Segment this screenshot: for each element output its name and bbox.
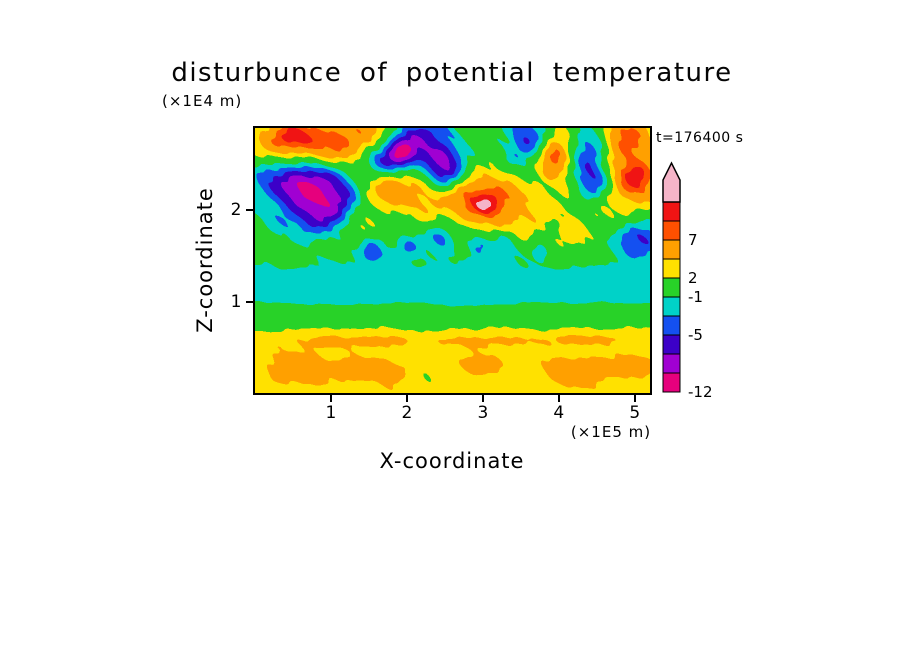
colorbar-segment [662, 353, 681, 374]
colorbar-label: -1 [688, 288, 703, 306]
x-axis-title: X-coordinate [379, 449, 525, 473]
colorbar-label: -5 [688, 326, 703, 344]
colorbar-label: 2 [688, 269, 698, 287]
colorbar-segment [662, 334, 681, 355]
colorbar-segment [662, 372, 681, 393]
colorbar-segment [662, 220, 681, 241]
x-tick-mark [329, 395, 332, 402]
x-tick-label: 5 [629, 403, 641, 423]
y-axis-unit-label: (×1E4 m) [162, 92, 243, 110]
colorbar-segment [662, 296, 681, 317]
colorbar [662, 161, 681, 393]
x-tick-mark [405, 395, 408, 402]
time-annotation: t=176400 s [656, 130, 744, 146]
y-tick-mark [246, 300, 253, 303]
x-tick-label: 4 [553, 403, 565, 423]
y-tick-label: 2 [230, 200, 242, 221]
x-axis-unit-label: (×1E5 m) [570, 423, 652, 441]
colorbar-segment [662, 277, 681, 298]
plot-frame [253, 126, 652, 395]
x-tick-label: 2 [401, 403, 413, 423]
colorbar-segment [662, 315, 681, 336]
heatmap-field [255, 128, 650, 393]
x-tick-mark [633, 395, 636, 402]
colorbar-label: 7 [688, 231, 698, 249]
x-tick-mark [557, 395, 560, 402]
colorbar-segment [662, 201, 681, 222]
y-tick-label: 1 [230, 291, 242, 312]
colorbar-label: -12 [688, 383, 713, 401]
chart-title: disturbunce of potential temperature [171, 58, 733, 88]
y-axis-title: Z-coordinate [193, 187, 217, 333]
colorbar-segment [662, 258, 681, 279]
x-tick-label: 3 [477, 403, 489, 423]
x-tick-mark [481, 395, 484, 402]
colorbar-overflow-arrow [662, 161, 681, 203]
colorbar-segment [662, 239, 681, 260]
y-tick-mark [246, 209, 253, 212]
x-tick-label: 1 [325, 403, 337, 423]
